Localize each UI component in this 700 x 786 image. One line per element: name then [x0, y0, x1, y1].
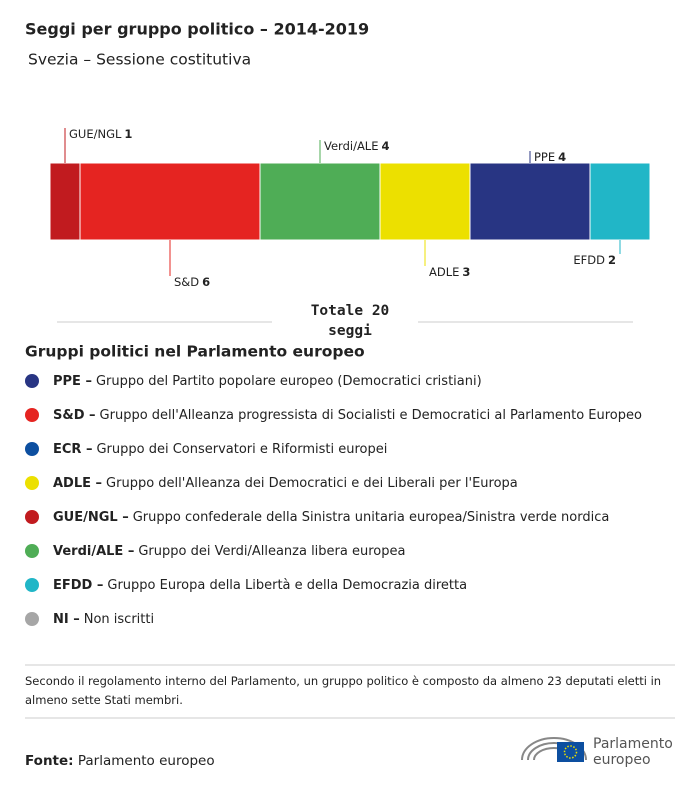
total-unit: seggi	[328, 323, 372, 339]
logo: Parlamento europeo	[521, 736, 673, 768]
legend-item: ADLE – Gruppo dell'Alleanza dei Democrati…	[53, 476, 518, 491]
segment-value: 6	[202, 275, 210, 289]
segment-label: S&D 6	[174, 275, 210, 289]
legend-swatch	[25, 476, 39, 490]
bar-segment	[49, 162, 81, 241]
legend-swatch	[25, 510, 39, 524]
bar-segment	[379, 162, 471, 241]
segment-name: ADLE	[429, 265, 459, 279]
legend-item: NI – Non iscritti	[53, 612, 154, 627]
segment-name: S&D	[174, 275, 199, 289]
legend-text: Gruppo dei Conservatori e Riformisti eur…	[96, 442, 387, 457]
legend-text: Gruppo dell'Alleanza dei Democratici e d…	[106, 476, 518, 491]
bar-segment	[469, 162, 591, 241]
legend-item: ECR – Gruppo dei Conservatori e Riformist…	[53, 442, 387, 457]
legend-swatch	[25, 578, 39, 592]
legend-swatch	[25, 442, 39, 456]
segment-label: EFDD 2	[573, 253, 616, 267]
segment-value: 4	[382, 139, 390, 153]
segment-label: GUE/NGL 1	[69, 127, 132, 141]
source-label: Fonte:	[25, 753, 74, 769]
legend-abbr: ECR –	[53, 442, 92, 457]
segment-value: 2	[608, 253, 616, 267]
legend-swatch	[25, 612, 39, 626]
legend-abbr: GUE/NGL –	[53, 510, 129, 525]
source: Fonte: Parlamento europeo	[25, 753, 215, 769]
legend-abbr: EFDD –	[53, 578, 103, 593]
legend-item: EFDD – Gruppo Europa della Libertà e dell…	[53, 578, 467, 593]
legend-abbr: PPE –	[53, 374, 92, 389]
segment-name: PPE	[534, 150, 555, 164]
segment-label: PPE 4	[534, 150, 566, 164]
segment-value: 3	[462, 265, 470, 279]
bar-segment	[259, 162, 381, 241]
legend-swatch	[25, 374, 39, 388]
legend-text: Gruppo dell'Alleanza progressista di Soc…	[100, 408, 642, 423]
legend-swatch	[25, 408, 39, 422]
legend-text: Gruppo dei Verdi/Alleanza libera europea	[138, 544, 405, 559]
segment-name: EFDD	[573, 253, 605, 267]
chart-subtitle: Svezia – Sessione costitutiva	[28, 51, 251, 69]
logo-text: europeo	[593, 752, 651, 768]
total-label: Totale	[311, 303, 364, 319]
legend-text: Non iscritti	[84, 612, 154, 627]
segment-value: 1	[124, 127, 132, 141]
total: Totale 20	[311, 303, 390, 319]
segment-name: Verdi/ALE	[324, 139, 379, 153]
segment-label: ADLE 3	[429, 265, 470, 279]
bar-segment	[79, 162, 261, 241]
legend-text: Gruppo del Partito popolare europeo (Dem…	[96, 374, 482, 389]
legend-item: GUE/NGL – Gruppo confederale della Sinist…	[53, 510, 609, 525]
chart-title: Seggi per gruppo politico – 2014-2019	[25, 20, 369, 39]
total-value: 20	[372, 303, 389, 319]
legend-swatch	[25, 544, 39, 558]
legend-abbr: S&D –	[53, 408, 96, 423]
segment-name: GUE/NGL	[69, 127, 122, 141]
legend-abbr: ADLE –	[53, 476, 102, 491]
note: Secondo il regolamento interno del Parla…	[25, 674, 662, 707]
source-text: Parlamento europeo	[78, 753, 215, 769]
legend-abbr: Verdi/ALE –	[53, 544, 134, 559]
legend-text: Gruppo Europa della Libertà e della Demo…	[107, 578, 467, 593]
legend-abbr: NI –	[53, 612, 80, 627]
legend-title: Gruppi politici nel Parlamento europeo	[25, 343, 365, 361]
legend-item: S&D – Gruppo dell'Alleanza progressista d…	[53, 408, 642, 423]
legend-item: PPE – Gruppo del Partito popolare europeo…	[53, 374, 482, 389]
logo-text: Parlamento	[593, 736, 673, 752]
bar-segment	[589, 162, 651, 241]
segment-value: 4	[558, 150, 566, 164]
segment-label: Verdi/ALE 4	[324, 139, 390, 153]
legend-item: Verdi/ALE – Gruppo dei Verdi/Alleanza lib…	[53, 544, 405, 559]
legend-text: Gruppo confederale della Sinistra unitar…	[133, 510, 610, 525]
